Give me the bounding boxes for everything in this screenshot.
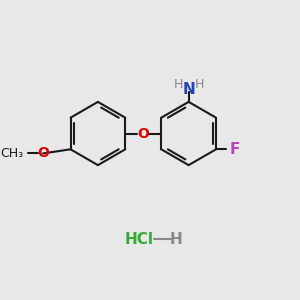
Text: HCl: HCl	[124, 232, 154, 247]
Text: H: H	[169, 232, 182, 247]
Text: F: F	[229, 142, 240, 157]
Text: H: H	[194, 78, 204, 91]
Text: O: O	[37, 146, 49, 161]
Text: N: N	[182, 82, 195, 97]
Text: CH₃: CH₃	[1, 147, 24, 160]
Text: O: O	[137, 127, 149, 140]
Text: H: H	[173, 78, 183, 91]
